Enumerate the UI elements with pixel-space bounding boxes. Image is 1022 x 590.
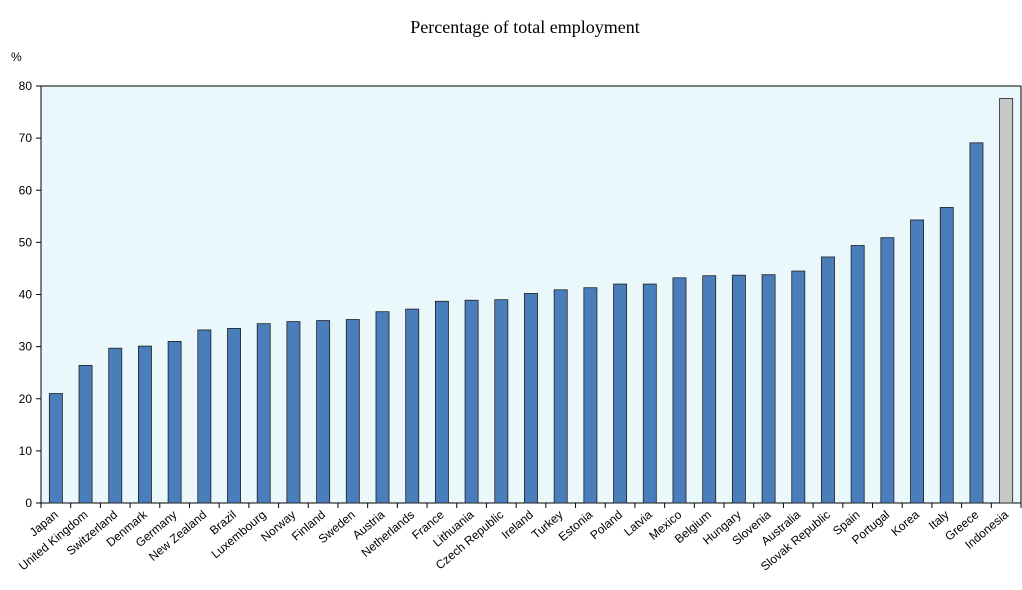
bar-belgium bbox=[702, 275, 717, 504]
bar-hungary bbox=[731, 274, 746, 504]
bar-turkey bbox=[553, 289, 568, 504]
y-tick-label: 40 bbox=[19, 288, 33, 302]
y-tick-label: 10 bbox=[19, 444, 33, 458]
bar-czech-republic bbox=[494, 299, 509, 504]
bar-norway bbox=[286, 321, 301, 504]
y-axis: 0 10 20 30 40 50 60 70 80 bbox=[19, 79, 41, 510]
bar-spain bbox=[850, 245, 865, 504]
bar-estonia bbox=[583, 287, 598, 504]
bar-indonesia bbox=[999, 98, 1014, 504]
bar-slovak-republic bbox=[821, 256, 835, 504]
x-category-label: Poland bbox=[587, 508, 625, 543]
y-tick-label: 60 bbox=[19, 183, 33, 197]
y-tick-label: 50 bbox=[19, 235, 33, 249]
bar-portugal bbox=[880, 237, 895, 504]
bar-finland bbox=[316, 320, 331, 504]
bar-greece bbox=[969, 142, 984, 504]
bar-brazil bbox=[227, 327, 241, 504]
bar-switzerland bbox=[108, 347, 123, 504]
y-tick-label: 0 bbox=[25, 496, 32, 510]
bar-mexico bbox=[672, 277, 687, 504]
bar-france bbox=[434, 300, 449, 504]
bar-austria bbox=[375, 311, 390, 504]
bar-australia bbox=[791, 270, 806, 504]
bar-latvia bbox=[642, 283, 657, 504]
bar-luxembourg bbox=[256, 323, 271, 504]
bar-ireland bbox=[524, 293, 538, 504]
bar-germany bbox=[167, 341, 182, 504]
y-tick-label: 70 bbox=[19, 131, 33, 145]
bar-united-kingdom bbox=[78, 364, 93, 504]
bar-new-zealand bbox=[197, 329, 212, 504]
bar-lithuania bbox=[464, 299, 479, 504]
bar-italy bbox=[939, 207, 954, 504]
y-tick-label: 80 bbox=[19, 79, 33, 93]
x-category-label: Korea bbox=[888, 507, 922, 539]
bar-slovenia bbox=[761, 274, 776, 504]
bar-japan bbox=[48, 393, 63, 504]
x-category-label: Estonia bbox=[556, 507, 596, 544]
y-tick-label: 30 bbox=[19, 340, 33, 354]
bar-series bbox=[48, 98, 1014, 504]
x-category-label: Ireland bbox=[499, 508, 536, 542]
y-tick-label: 20 bbox=[19, 392, 33, 406]
chart-title: Percentage of total employment bbox=[410, 17, 639, 37]
bar-netherlands bbox=[405, 308, 420, 504]
bar-poland bbox=[613, 283, 628, 504]
y-axis-unit-label: % bbox=[11, 50, 22, 64]
bar-korea bbox=[910, 219, 925, 504]
bar-sweden bbox=[345, 319, 360, 504]
bar-denmark bbox=[138, 345, 152, 504]
